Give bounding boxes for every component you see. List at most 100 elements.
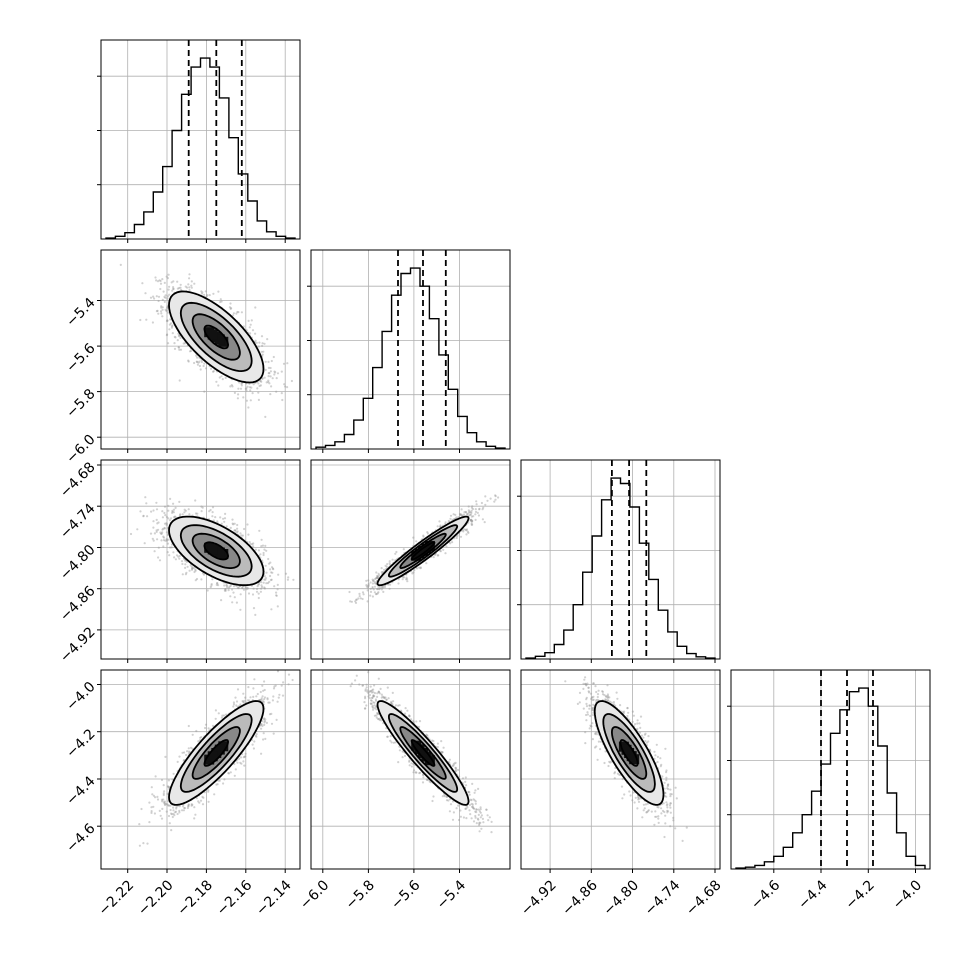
- sample-point: [146, 515, 149, 518]
- sample-point: [486, 814, 489, 817]
- sample-point: [188, 289, 191, 292]
- sample-point: [385, 698, 388, 701]
- sample-point: [168, 822, 171, 825]
- sample-point: [177, 335, 181, 338]
- sample-point: [616, 697, 619, 700]
- sample-point: [606, 693, 610, 696]
- sample-point: [469, 519, 472, 522]
- sample-point: [645, 811, 649, 814]
- sample-point: [460, 513, 463, 516]
- panel-frame: [310, 669, 511, 870]
- sample-point: [157, 299, 160, 303]
- sample-point: [585, 683, 588, 686]
- sample-point: [242, 760, 245, 763]
- sample-point: [262, 732, 265, 735]
- sample-point: [370, 691, 373, 694]
- sample-point: [159, 531, 162, 534]
- sample-point: [271, 699, 274, 702]
- sample-point: [468, 809, 471, 812]
- sample-point: [397, 704, 400, 707]
- sample-point: [248, 386, 251, 389]
- sample-point: [455, 536, 458, 540]
- sample-point: [154, 796, 157, 799]
- sample-point: [271, 377, 274, 380]
- sample-point: [481, 817, 484, 821]
- contour-line: [168, 515, 265, 587]
- sample-point: [666, 785, 669, 788]
- sample-point: [603, 694, 606, 697]
- sample-point: [264, 415, 267, 418]
- sample-point: [685, 826, 688, 829]
- density-cell: [421, 751, 432, 762]
- sample-point: [381, 585, 384, 588]
- sample-point: [179, 348, 183, 351]
- sample-point: [475, 808, 478, 811]
- sample-point: [260, 350, 263, 353]
- sample-point: [355, 674, 358, 677]
- sample-point: [231, 522, 234, 525]
- sample-point: [627, 711, 630, 714]
- sample-point: [172, 508, 176, 511]
- sample-point: [225, 713, 228, 716]
- sample-point: [251, 743, 254, 746]
- sample-point: [150, 810, 153, 813]
- sample-point: [267, 379, 270, 382]
- sample-point: [398, 704, 401, 707]
- sample-point: [408, 760, 411, 763]
- sample-point: [665, 771, 668, 774]
- sample-point: [165, 522, 168, 526]
- sample-point: [193, 806, 196, 809]
- density-cell: [214, 334, 225, 345]
- sample-point: [173, 515, 176, 518]
- sample-point: [214, 516, 217, 519]
- sample-point: [662, 802, 665, 805]
- sample-point: [586, 682, 589, 685]
- sample-point: [171, 510, 174, 513]
- sample-point: [470, 520, 474, 523]
- sample-point: [197, 800, 200, 803]
- sample-point: [394, 552, 397, 555]
- sample-point: [443, 794, 446, 797]
- sample-point: [169, 318, 172, 321]
- sample-point: [252, 542, 255, 545]
- sample-point: [252, 747, 255, 750]
- sample-point: [168, 554, 171, 557]
- sample-point: [366, 589, 369, 592]
- sample-point: [171, 332, 174, 335]
- sample-point: [163, 527, 166, 530]
- sample-point: [153, 550, 156, 553]
- sample-point: [277, 573, 280, 576]
- sample-point: [588, 691, 591, 694]
- sample-point: [257, 345, 260, 348]
- sample-point: [275, 594, 278, 597]
- sample-point: [663, 791, 667, 794]
- sample-point: [390, 741, 393, 744]
- sample-point: [383, 585, 387, 589]
- sample-point: [204, 367, 208, 370]
- sample-point: [401, 756, 404, 759]
- sample-point: [478, 810, 481, 813]
- sample-point: [253, 678, 256, 681]
- sample-point: [388, 562, 391, 565]
- sample-point: [480, 814, 483, 817]
- sample-point: [218, 779, 221, 782]
- sample-point: [200, 290, 203, 293]
- sample-point: [229, 385, 232, 388]
- sample-point: [657, 817, 660, 820]
- sample-point: [404, 712, 407, 715]
- sample-point: [599, 740, 603, 743]
- sample-point: [163, 511, 166, 515]
- sample-point: [155, 295, 158, 298]
- sample-point: [471, 507, 475, 511]
- sample-point: [355, 598, 358, 601]
- sample-point: [230, 307, 233, 310]
- sample-point: [464, 807, 468, 810]
- sample-point: [174, 811, 177, 814]
- sample-point: [187, 508, 190, 511]
- sample-point: [166, 333, 169, 336]
- sample-point: [176, 812, 179, 816]
- sample-point: [471, 523, 474, 526]
- sample-point: [470, 506, 473, 509]
- sample-point: [370, 699, 373, 702]
